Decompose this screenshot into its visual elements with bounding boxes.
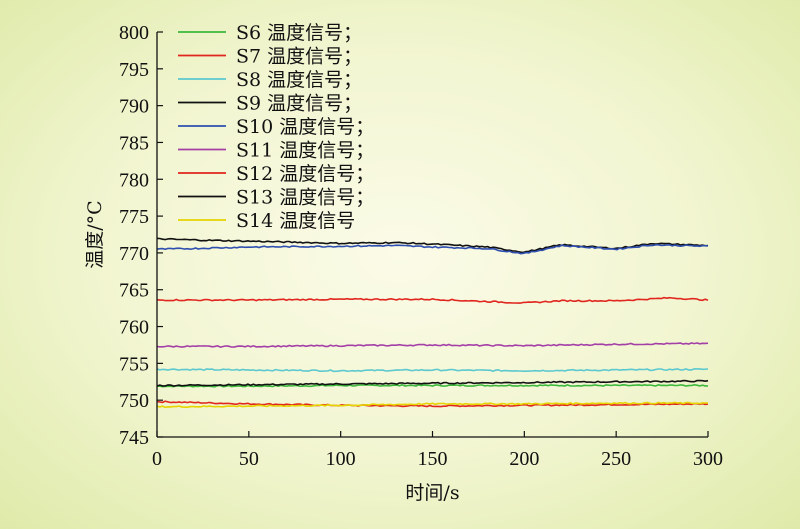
y-tick-label: 745 — [119, 427, 149, 449]
legend-item: S13 温度信号； — [178, 187, 374, 209]
y-tick-label: 795 — [119, 59, 149, 81]
legend-item: S10 温度信号； — [178, 116, 374, 138]
y-tick-label: 770 — [119, 243, 149, 265]
series-line-4 — [156, 379, 709, 387]
legend-item: S7 温度信号； — [178, 46, 362, 68]
legend-item: S14 温度信号 — [178, 210, 355, 232]
series-line-9 — [156, 401, 708, 409]
y-tick-label: 780 — [119, 169, 149, 191]
y-tick-label: 800 — [119, 22, 149, 44]
y-tick-label: 760 — [119, 317, 149, 339]
legend-label: S9 温度信号； — [236, 93, 362, 115]
x-tick-label: 300 — [693, 448, 723, 470]
series-line-1 — [156, 383, 708, 388]
legend-item: S6 温度信号； — [178, 22, 362, 44]
series-line-8 — [156, 237, 709, 254]
legend-label: S13 温度信号； — [236, 187, 374, 209]
legend-label: S8 温度信号； — [236, 69, 362, 91]
series-line-2 — [156, 400, 709, 408]
legend-label: S7 温度信号； — [236, 46, 362, 68]
legend-label: S14 温度信号 — [236, 210, 355, 232]
y-axis-label: 温度/°C — [84, 200, 106, 268]
x-tick-label: 200 — [509, 448, 539, 470]
plot-lines — [156, 237, 709, 409]
y-tick-label: 750 — [119, 390, 149, 412]
legend-item: S8 温度信号； — [178, 69, 362, 91]
legend-item: S9 温度信号； — [178, 93, 362, 115]
y-tick-label: 790 — [119, 96, 149, 118]
series-line-7 — [156, 296, 709, 304]
y-tick-label: 785 — [119, 132, 149, 154]
x-tick-label: 250 — [601, 448, 631, 470]
legend-item: S12 温度信号； — [178, 163, 374, 185]
series-line-5 — [156, 243, 709, 255]
x-tick-label: 50 — [239, 448, 259, 470]
x-tick-label: 0 — [152, 448, 162, 470]
legend-label: S10 温度信号； — [236, 116, 374, 138]
series-line-3 — [156, 368, 709, 373]
legend-label: S12 温度信号； — [236, 163, 374, 185]
x-tick-label: 100 — [326, 448, 356, 470]
tick-labels: 745 750 755 760 765 770 775 780 785 790 795 800 0 50 1… — [119, 22, 723, 470]
x-axis-label: 时间/s — [405, 482, 459, 504]
y-tick-label: 775 — [119, 206, 149, 228]
legend-label: S6 温度信号； — [236, 22, 362, 44]
legend: S6 温度信号；S7 温度信号；S8 温度信号；S9 温度信号；S10 温度信号… — [178, 22, 374, 232]
x-tick-label: 150 — [418, 448, 448, 470]
legend-item: S11 温度信号； — [178, 140, 374, 162]
y-tick-label: 755 — [119, 353, 149, 375]
series-line-6 — [156, 342, 709, 348]
y-tick-label: 765 — [119, 280, 149, 302]
axes — [156, 31, 709, 438]
legend-label: S11 温度信号； — [236, 140, 374, 162]
